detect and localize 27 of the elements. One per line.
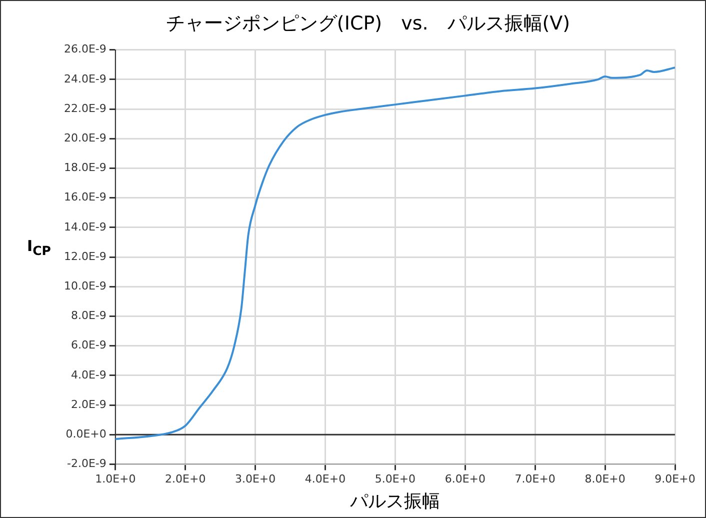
x-tick-label: 8.0E+0 [584,472,626,486]
y-tick-label: 4.0E-9 [70,368,106,382]
y-tick-label: 18.0E-9 [64,161,106,174]
y-tick-label: -2.0E-9 [67,457,106,470]
chart-title: チャージポンピング(ICP) vs. パルス振幅(V) [166,12,570,34]
y-tick-label: 0.0E+0 [66,427,106,440]
x-tick-label: 2.0E+0 [165,472,206,486]
y-tick-label: 12.0E-9 [64,250,106,263]
y-tick-label: 26.0E-9 [64,42,106,56]
y-tick-label: 10.0E-9 [64,279,106,292]
y-tick-label: 24.0E-9 [64,72,106,86]
y-tick-label: 20.0E-9 [64,131,106,144]
x-tick-label: 7.0E+0 [514,472,556,486]
y-tick-label: 16.0E-9 [64,190,106,204]
y-axis-title: I$_{CP}$ [27,237,51,258]
x-axis-title: パルス振幅 [349,490,440,512]
y-tick-label: 2.0E-9 [70,398,106,411]
y-tick-label: 14.0E-9 [64,220,106,234]
y-tick-label: 8.0E-9 [70,309,106,322]
y-tick-label: 22.0E-9 [64,102,106,115]
x-tick-label: 9.0E+0 [654,472,696,486]
x-tick-label: 1.0E+0 [95,472,136,486]
x-tick-label: 3.0E+0 [234,472,276,486]
x-tick-label: 4.0E+0 [304,472,346,486]
x-tick-label: 5.0E+0 [374,472,416,486]
y-tick-label: 6.0E-9 [70,338,106,352]
x-tick-label: 6.0E+0 [444,472,486,486]
